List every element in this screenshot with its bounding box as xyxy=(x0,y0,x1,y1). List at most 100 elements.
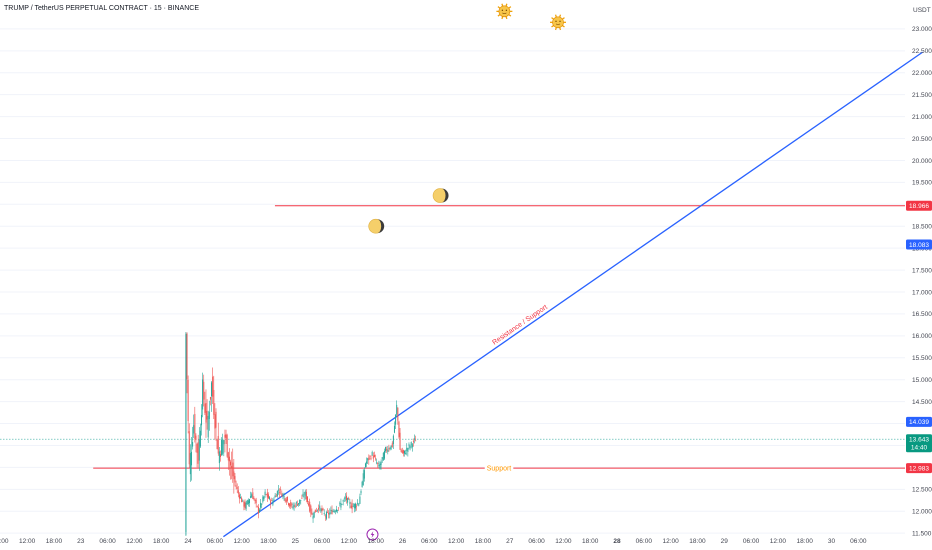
candle xyxy=(289,503,291,507)
candle xyxy=(342,500,344,502)
candle xyxy=(346,495,348,501)
y-tick-label: 14.500 xyxy=(912,399,932,406)
y-tick-label: 19.500 xyxy=(912,180,932,187)
candle xyxy=(351,503,353,510)
candle xyxy=(251,494,253,498)
sun-mouth xyxy=(502,12,507,15)
candle xyxy=(283,496,285,498)
moon-icon xyxy=(432,188,449,203)
candle xyxy=(390,445,392,450)
candle xyxy=(371,452,373,456)
candle xyxy=(197,442,199,464)
candle xyxy=(285,499,287,503)
lightning-icon xyxy=(366,528,379,541)
sun-eye xyxy=(501,9,504,12)
candle xyxy=(201,414,203,426)
price-tag-bg xyxy=(906,434,932,453)
candle xyxy=(288,503,290,506)
candle xyxy=(265,494,267,496)
candle xyxy=(321,508,323,512)
x-tick-label: 27 xyxy=(506,538,514,545)
candle xyxy=(370,458,372,459)
x-tick-label: 06:00 xyxy=(636,538,653,545)
grid xyxy=(0,28,905,534)
sun-ray xyxy=(501,16,504,20)
y-tick-label: 20.500 xyxy=(912,136,932,143)
y-tick-label: 20.000 xyxy=(912,158,932,165)
x-tick-label: 12:00 xyxy=(341,538,358,545)
candle xyxy=(207,415,209,438)
price-tag-value: 18.083 xyxy=(909,242,929,249)
candle xyxy=(203,381,205,400)
price-tag: 18.966 xyxy=(906,200,932,211)
candle xyxy=(349,502,351,504)
time-axis: 2206:0012:0018:002306:0012:0018:002406:0… xyxy=(0,538,867,545)
candle xyxy=(291,504,293,505)
candle xyxy=(192,441,194,447)
candle xyxy=(334,511,336,512)
candle xyxy=(276,490,278,497)
sun-ray xyxy=(562,25,565,28)
candle xyxy=(304,491,306,496)
candle xyxy=(219,454,221,457)
candle xyxy=(236,487,238,490)
candle xyxy=(415,440,417,442)
x-tick-label: 18:00 xyxy=(368,538,385,545)
candle xyxy=(302,493,304,497)
candle xyxy=(408,444,410,446)
candle xyxy=(275,495,277,497)
candle xyxy=(223,440,225,445)
candle xyxy=(245,502,247,509)
candle xyxy=(401,450,403,453)
y-tick-label: 22.000 xyxy=(912,70,932,77)
candle xyxy=(266,492,268,498)
x-tick-label: 06:00 xyxy=(528,538,545,545)
candle xyxy=(311,512,313,515)
candle xyxy=(354,503,356,509)
candle xyxy=(308,503,310,506)
candle xyxy=(376,462,378,464)
price-tag-value: 13.643 xyxy=(909,437,929,444)
candle xyxy=(206,410,208,420)
y-tick-label: 17.500 xyxy=(912,267,932,274)
support-label-bg xyxy=(484,465,514,473)
x-tick-label: 18:00 xyxy=(797,538,814,545)
candle xyxy=(233,471,235,480)
price-tag-bg xyxy=(906,416,932,427)
x-tick-label: 06:00 xyxy=(314,538,331,545)
y-tick-label: 11.500 xyxy=(912,530,932,537)
candle xyxy=(404,450,406,454)
candle xyxy=(261,503,263,505)
candle xyxy=(190,451,192,466)
candle xyxy=(293,504,295,507)
candle xyxy=(325,512,327,519)
candle xyxy=(237,490,239,494)
candle xyxy=(269,497,271,500)
candle xyxy=(412,441,414,443)
x-tick-label: 23 xyxy=(77,538,85,545)
sun-icon xyxy=(550,14,567,31)
candle xyxy=(277,489,279,491)
candle xyxy=(295,502,297,504)
candle xyxy=(212,376,214,397)
candle xyxy=(350,505,352,508)
annotations xyxy=(366,3,567,541)
candle xyxy=(339,503,341,505)
sun-ray xyxy=(508,6,512,9)
candle xyxy=(331,510,333,515)
candle xyxy=(202,379,204,410)
candle xyxy=(262,496,264,502)
horizontal-lines: Support xyxy=(0,205,905,473)
candle xyxy=(195,435,197,441)
price-tag: 12.983 xyxy=(906,463,932,474)
candle xyxy=(352,506,354,507)
candle xyxy=(301,498,303,499)
y-tick-label: 15.000 xyxy=(912,377,932,384)
candle xyxy=(296,504,298,506)
candle xyxy=(231,465,233,469)
candle xyxy=(359,496,361,504)
candle xyxy=(286,496,288,501)
